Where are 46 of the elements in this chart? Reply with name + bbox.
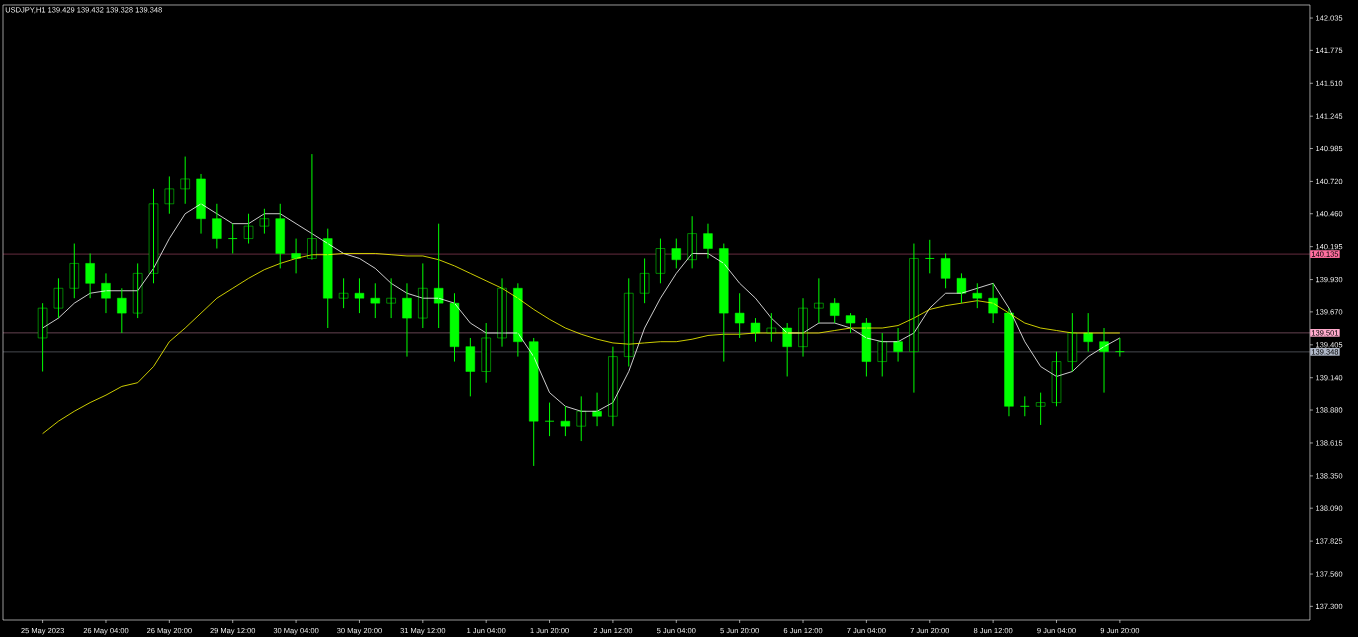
candlestick <box>164 175 175 215</box>
candlestick <box>465 337 476 397</box>
candlestick <box>877 332 887 377</box>
candlestick <box>671 238 681 269</box>
candlestick <box>560 405 571 437</box>
candlestick <box>734 292 745 339</box>
candlestick <box>544 402 555 437</box>
candlestick <box>148 188 159 284</box>
candlestick <box>576 395 586 442</box>
candlestick <box>845 312 856 334</box>
candlestick <box>940 252 951 289</box>
candlestick <box>830 297 840 324</box>
candlestick <box>69 243 79 299</box>
candlestick <box>655 238 666 284</box>
candlestick <box>639 257 650 304</box>
candlestick <box>259 208 270 235</box>
candlestick <box>449 292 460 363</box>
candlestick <box>323 228 333 329</box>
candlestick <box>370 282 380 319</box>
candlestick <box>1019 395 1030 417</box>
candlestick <box>1067 312 1078 373</box>
candlestick <box>924 239 935 274</box>
candlestick <box>243 213 254 245</box>
candlestick <box>1051 351 1062 407</box>
candlestick <box>132 262 143 319</box>
candlestick <box>861 317 872 377</box>
candlestick <box>750 317 761 343</box>
candlestick <box>117 287 127 334</box>
candlestick <box>956 272 967 304</box>
candlestick <box>53 277 64 319</box>
candlestick <box>972 282 982 309</box>
candlestick <box>37 302 48 373</box>
candlestick <box>433 223 444 329</box>
candlestick <box>719 243 729 363</box>
candlestick <box>180 156 190 205</box>
candlestick <box>275 203 285 269</box>
candlestick <box>227 223 238 254</box>
candlestick <box>418 262 428 329</box>
candlestick <box>481 322 491 384</box>
candlestick <box>1035 392 1046 426</box>
candlestick <box>814 277 824 324</box>
candlestick <box>529 337 539 467</box>
candlestick <box>338 277 349 309</box>
candlestick <box>354 277 365 314</box>
candlestick <box>386 277 396 319</box>
candlestick <box>624 277 634 368</box>
